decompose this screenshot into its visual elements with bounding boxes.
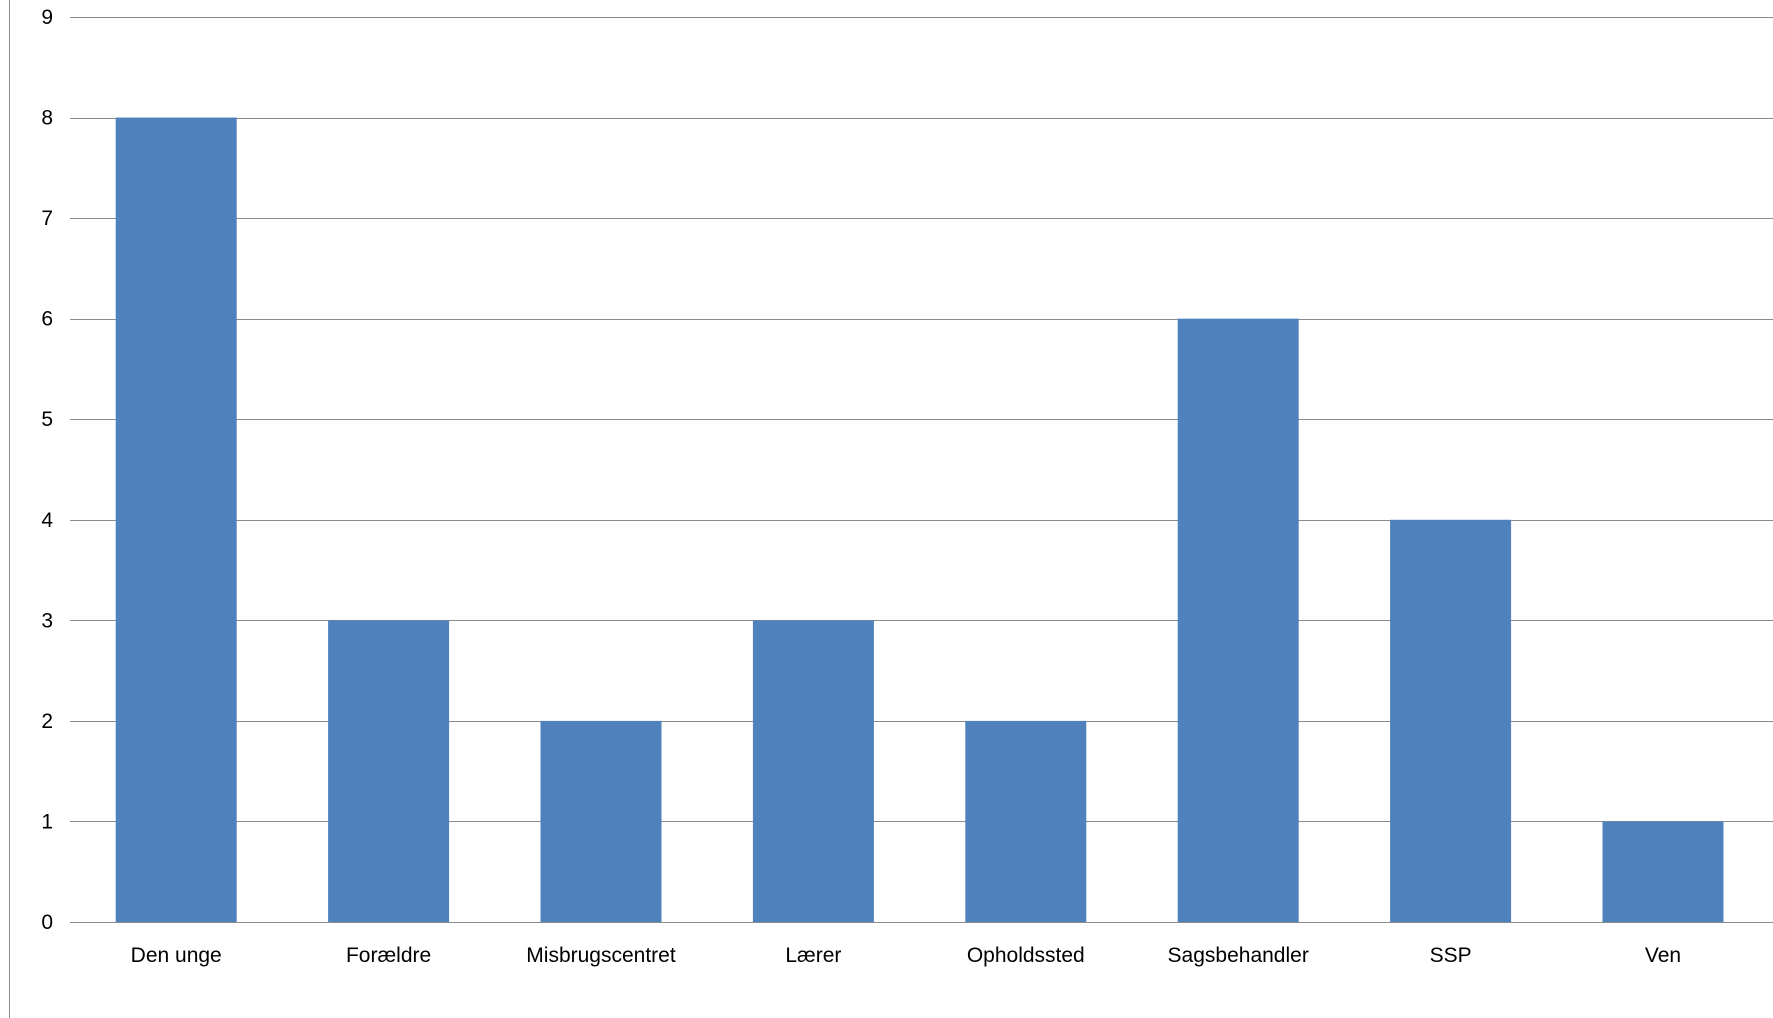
x-tick-label: Forældre: [346, 944, 431, 967]
y-tick-label: 9: [41, 6, 53, 29]
x-tick-label: Misbrugscentret: [526, 944, 676, 967]
x-tick-label: Opholdssted: [967, 944, 1085, 967]
x-tick-label: SSP: [1430, 944, 1472, 967]
bar: [965, 720, 1087, 922]
y-tick-label: 0: [41, 911, 53, 934]
y-tick-label: 8: [41, 107, 53, 130]
bar: [1390, 519, 1512, 922]
bar: [540, 720, 662, 922]
bar: [1177, 318, 1299, 923]
x-tick-label: Lærer: [785, 944, 841, 967]
bar: [1602, 821, 1724, 922]
y-tick-label: 6: [41, 308, 53, 331]
y-axis-tick-labels: 0 1 2 3 4 5 6 7 8 9: [41, 6, 53, 934]
y-tick-label: 5: [41, 408, 53, 431]
bar: [115, 117, 237, 923]
y-tick-label: 4: [41, 509, 53, 532]
y-tick-label: 3: [41, 609, 53, 632]
y-tick-label: 1: [41, 810, 53, 833]
bars: [115, 117, 1724, 923]
gridlines: [70, 17, 1773, 923]
x-axis-tick-labels: Den unge Forældre Misbrugscentret Lærer Opho…: [131, 944, 1681, 967]
y-tick-label: 7: [41, 207, 53, 230]
x-tick-label: Sagsbehandler: [1168, 944, 1309, 967]
x-tick-label: Den unge: [131, 944, 222, 967]
bar: [328, 620, 450, 922]
y-tick-label: 2: [41, 710, 53, 733]
bar: [752, 620, 874, 922]
x-tick-label: Ven: [1645, 944, 1681, 967]
